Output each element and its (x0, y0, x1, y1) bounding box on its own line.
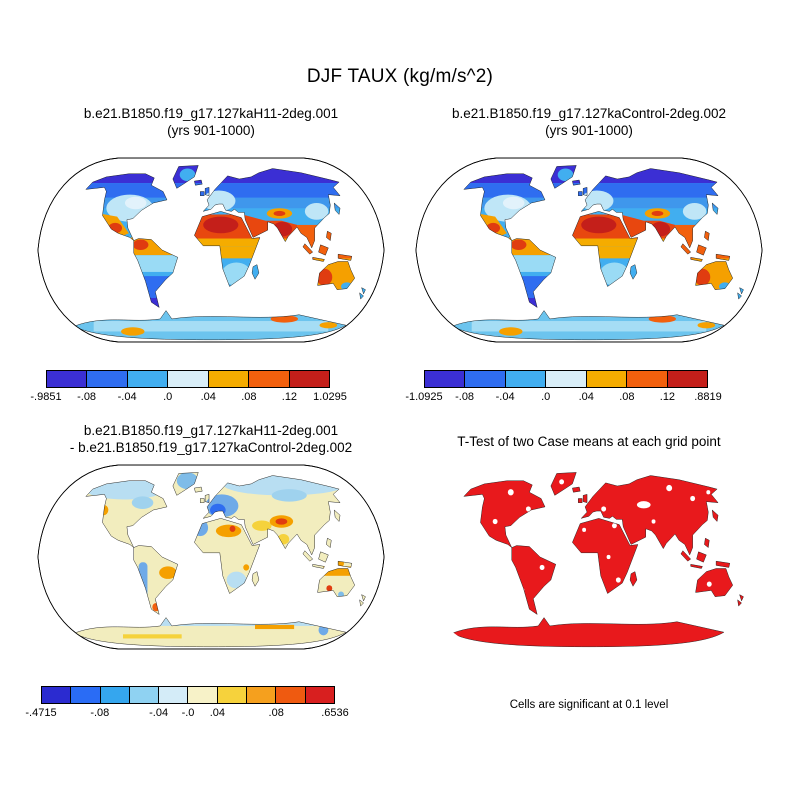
colorbar-label: .04 (578, 391, 594, 403)
colorbar-labels: -1.0925 -.08 -.04 .0 .04 .08 .12 .8819 (405, 391, 721, 405)
map-shading (452, 472, 744, 647)
colorbar-label: -.08 (90, 707, 110, 719)
colorbar-label: -.04 (117, 391, 137, 403)
panel-diff-title-line2: - b.e21.B1850.f19_g17.127kaControl-2deg.… (69, 439, 353, 455)
panel-case1-title: b.e21.B1850.f19_g17.127kaH11-2deg.001 (y… (30, 106, 392, 139)
panel-case2-title: b.e21.B1850.f19_g17.127kaControl-2deg.00… (408, 106, 770, 139)
colorbar-cell (208, 371, 250, 387)
colorbar-cell (586, 371, 628, 387)
colorbar-cell (465, 371, 506, 387)
colorbar-label: .12 (659, 391, 676, 403)
panel-diff-title-line1: b.e21.B1850.f19_g17.127kaH11-2deg.001 (83, 423, 339, 438)
colorbar-cell (217, 687, 248, 703)
colorbar-labels: -.4715 -.08 -.04 -.0 .04 .08 .6536 (25, 707, 348, 721)
colorbar-cell (188, 687, 218, 703)
colorbar-label: .04 (200, 391, 216, 403)
colorbar-cell (546, 371, 587, 387)
panel-case1-title-line2: (yrs 901-1000) (167, 122, 255, 138)
map-case1 (37, 157, 385, 343)
colorbar-label: -.0 (181, 707, 195, 719)
colorbar-cell (87, 371, 128, 387)
colorbar-label: .08 (268, 707, 284, 719)
colorbar-label: -1.0925 (405, 391, 443, 403)
colorbar-label: .04 (209, 707, 226, 719)
map-difference (37, 464, 385, 650)
panel-case2-title-line1: b.e21.B1850.f19_g17.127kaControl-2deg.00… (452, 106, 726, 121)
colorbar-labels: -.9851 -.08 -.04 .0 .04 .08 .12 1.0295 (30, 391, 346, 405)
colorbar-cell (47, 371, 88, 387)
colorbar-cell (289, 371, 329, 387)
map-ttest (413, 463, 765, 651)
colorbar-label: -.08 (455, 391, 475, 403)
colorbar-cell (71, 687, 101, 703)
colorbar-label: .6536 (321, 707, 349, 719)
colorbar-cells (424, 370, 708, 388)
colorbar-cell (667, 371, 707, 387)
colorbar-cell (100, 687, 130, 703)
colorbar-cell (42, 687, 72, 703)
colorbar-label: .8819 (694, 391, 722, 403)
map-case2 (415, 157, 763, 343)
colorbar-label: .08 (241, 391, 257, 403)
colorbar-cell (127, 371, 169, 387)
figure-title: DJF TAUX (kg/m/s^2) (306, 66, 494, 87)
colorbar-cell (168, 371, 209, 387)
colorbar-label: .12 (281, 391, 298, 403)
colorbar-case2: -1.0925 -.08 -.04 .0 .04 .08 .12 .8819 (405, 370, 722, 405)
colorbar-cells (46, 370, 330, 388)
colorbar-cell (627, 371, 668, 387)
colorbar-cell (129, 687, 160, 703)
panel-diff-title: b.e21.B1850.f19_g17.127kaH11-2deg.001 - … (30, 423, 392, 456)
colorbar-label: .0 (163, 391, 173, 403)
colorbar-label: -.04 (149, 707, 169, 719)
panel-case1-title-line1: b.e21.B1850.f19_g17.127kaH11-2deg.001 (83, 106, 339, 121)
colorbar-label: .08 (619, 391, 635, 403)
colorbar-label: -.9851 (30, 391, 62, 403)
ttest-caption: Cells are significant at 0.1 level (509, 699, 669, 711)
colorbar-label: -.08 (77, 391, 97, 403)
colorbar-label: -.04 (495, 391, 515, 403)
colorbar-cell (425, 371, 466, 387)
colorbar-label: .0 (541, 391, 551, 403)
panel-ttest-title: T-Test of two Case means at each grid po… (408, 434, 770, 451)
colorbar-label: -.4715 (25, 707, 57, 719)
panel-case2-title-line2: (yrs 901-1000) (545, 122, 633, 138)
colorbar-cells (41, 686, 335, 704)
colorbar-cell (249, 371, 290, 387)
colorbar-cell (505, 371, 547, 387)
colorbar-cell (305, 687, 334, 703)
colorbar-label: 1.0295 (313, 391, 347, 403)
colorbar-cell (247, 687, 277, 703)
colorbar-cell (276, 687, 306, 703)
colorbar-difference: -.4715 -.08 -.04 -.0 .04 .08 .6536 (25, 686, 349, 721)
colorbar-cell (159, 687, 189, 703)
panel-ttest-title-line1: T-Test of two Case means at each grid po… (457, 434, 721, 449)
colorbar-case1: -.9851 -.08 -.04 .0 .04 .08 .12 1.0295 (30, 370, 347, 405)
